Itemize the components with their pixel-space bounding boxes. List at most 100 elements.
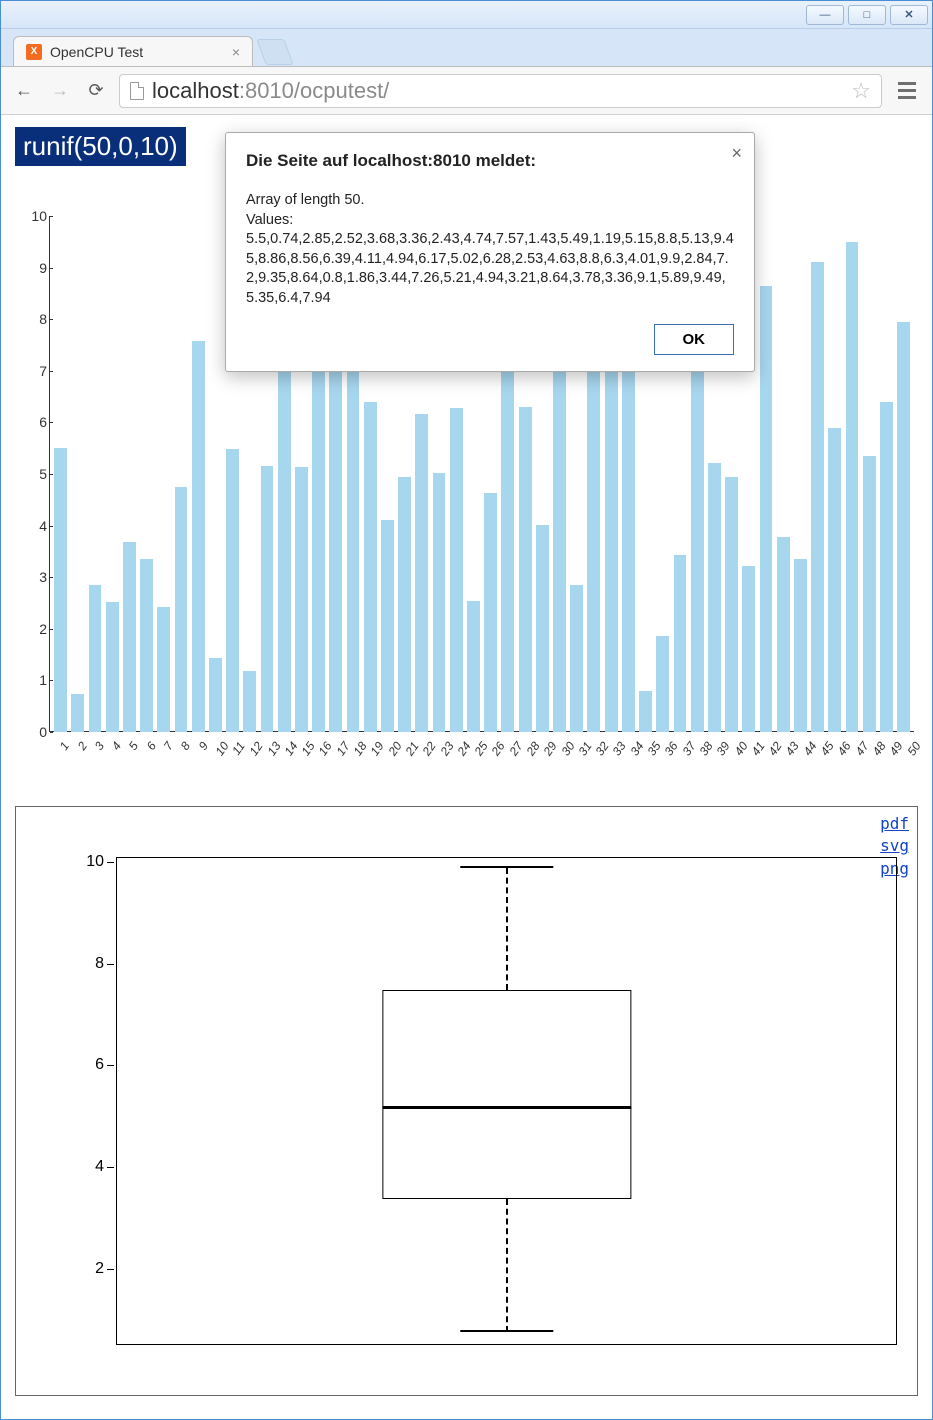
bar: [140, 559, 153, 732]
bar-chart-ytick: 7: [15, 363, 47, 379]
new-tab-button[interactable]: [256, 39, 293, 65]
page-content: runif(50,0,10) 012345678910 123456789101…: [1, 115, 932, 1419]
bar: [760, 286, 773, 732]
bar: [450, 408, 463, 732]
bar: [415, 414, 428, 732]
bar-chart-xtick: 9: [187, 732, 204, 776]
boxplot-lower-cap: [460, 1330, 553, 1332]
bar: [54, 448, 67, 732]
forward-button[interactable]: →: [47, 78, 73, 104]
bar: [897, 322, 910, 732]
bar-chart-ytick: 1: [15, 672, 47, 688]
tab-title: OpenCPU Test: [50, 44, 143, 60]
boxplot-ytick: 4: [76, 1158, 104, 1176]
bar: [691, 357, 704, 732]
bar: [519, 407, 532, 732]
bar: [553, 221, 566, 732]
boxplot-upper-whisker: [506, 868, 508, 990]
boxplot-box: [382, 990, 631, 1199]
bar-chart: 012345678910 123456789101112131415161718…: [15, 216, 918, 776]
bar: [312, 244, 325, 732]
bar-chart-ytick: 6: [15, 414, 47, 430]
bar-chart-xtick: 6: [135, 732, 152, 776]
bar: [828, 428, 841, 732]
bar: [261, 466, 274, 732]
site-info-icon[interactable]: [130, 82, 144, 100]
boxplot-upper-cap: [460, 866, 553, 868]
bar: [622, 286, 635, 732]
bar: [209, 658, 222, 732]
window-minimize-button[interactable]: —: [806, 5, 844, 25]
bar: [347, 290, 360, 732]
bar: [175, 487, 188, 732]
bar-chart-xtick: 4: [101, 732, 118, 776]
chrome-menu-button[interactable]: [892, 76, 922, 106]
bar-chart-xtick: 7: [153, 732, 170, 776]
bar: [243, 671, 256, 732]
bar-chart-y-axis: 012345678910: [15, 216, 47, 732]
bar: [846, 242, 859, 732]
bar: [192, 341, 205, 732]
bar: [381, 520, 394, 732]
browser-tab[interactable]: X OpenCPU Test ×: [13, 36, 253, 66]
bar: [639, 691, 652, 732]
bar: [467, 601, 480, 732]
url-text: localhost:8010/ocputest/: [152, 78, 389, 104]
bar: [398, 477, 411, 732]
bar: [123, 542, 136, 732]
bar: [364, 402, 377, 732]
bar-chart-ytick: 0: [15, 724, 47, 740]
bar: [278, 278, 291, 732]
close-icon: ✕: [904, 8, 913, 21]
bar: [226, 449, 239, 732]
bar: [106, 602, 119, 732]
bar-chart-ytick: 10: [15, 208, 47, 224]
bar-chart-xtick: 5: [118, 732, 135, 776]
boxplot-ytick: 8: [76, 955, 104, 973]
reload-button[interactable]: ⟳: [83, 78, 109, 104]
bar: [725, 477, 738, 732]
window-close-button[interactable]: ✕: [890, 5, 928, 25]
bar: [708, 463, 721, 732]
bar-chart-ytick: 5: [15, 466, 47, 482]
boxplot-stage: 246810: [76, 857, 897, 1345]
bar: [501, 278, 514, 732]
bar: [329, 275, 342, 732]
bar-chart-ytick: 2: [15, 621, 47, 637]
tab-strip: X OpenCPU Test ×: [1, 29, 932, 67]
bar: [605, 250, 618, 732]
browser-toolbar: ← → ⟳ localhost:8010/ocputest/ ☆: [1, 67, 932, 115]
download-link-svg[interactable]: svg: [880, 835, 909, 857]
download-link-pdf[interactable]: pdf: [880, 813, 909, 835]
bar-chart-xtick: 2: [66, 732, 83, 776]
browser-window: — □ ✕ X OpenCPU Test × ← → ⟳ localhost:8…: [0, 0, 933, 1420]
boxplot-ytick: 10: [76, 853, 104, 871]
bar: [433, 473, 446, 732]
bar-chart-ytick: 3: [15, 569, 47, 585]
bar: [295, 467, 308, 732]
back-button[interactable]: ←: [11, 78, 37, 104]
favicon-icon: X: [26, 44, 42, 60]
minimize-icon: —: [820, 9, 831, 21]
boxplot-panel: pdfsvgpng 246810: [15, 806, 918, 1396]
tab-close-icon[interactable]: ×: [232, 44, 240, 60]
bar-chart-ytick: 4: [15, 518, 47, 534]
bar: [811, 262, 824, 732]
bookmark-star-icon[interactable]: ☆: [851, 78, 871, 104]
bar: [794, 559, 807, 732]
bar: [777, 537, 790, 732]
bar: [880, 402, 893, 732]
maximize-icon: □: [864, 9, 871, 21]
bar: [863, 456, 876, 732]
bar: [742, 566, 755, 732]
window-maximize-button[interactable]: □: [848, 5, 886, 25]
bar-chart-bars: [50, 216, 914, 732]
runif-label: runif(50,0,10): [15, 127, 186, 166]
boxplot-lower-whisker: [506, 1199, 508, 1332]
address-bar[interactable]: localhost:8010/ocputest/ ☆: [119, 74, 882, 108]
bar-chart-xtick: 1: [49, 732, 66, 776]
bar-chart-xtick: 3: [84, 732, 101, 776]
bar-chart-xtick: 8: [170, 732, 187, 776]
bar-chart-ytick: 8: [15, 311, 47, 327]
bar: [570, 585, 583, 732]
